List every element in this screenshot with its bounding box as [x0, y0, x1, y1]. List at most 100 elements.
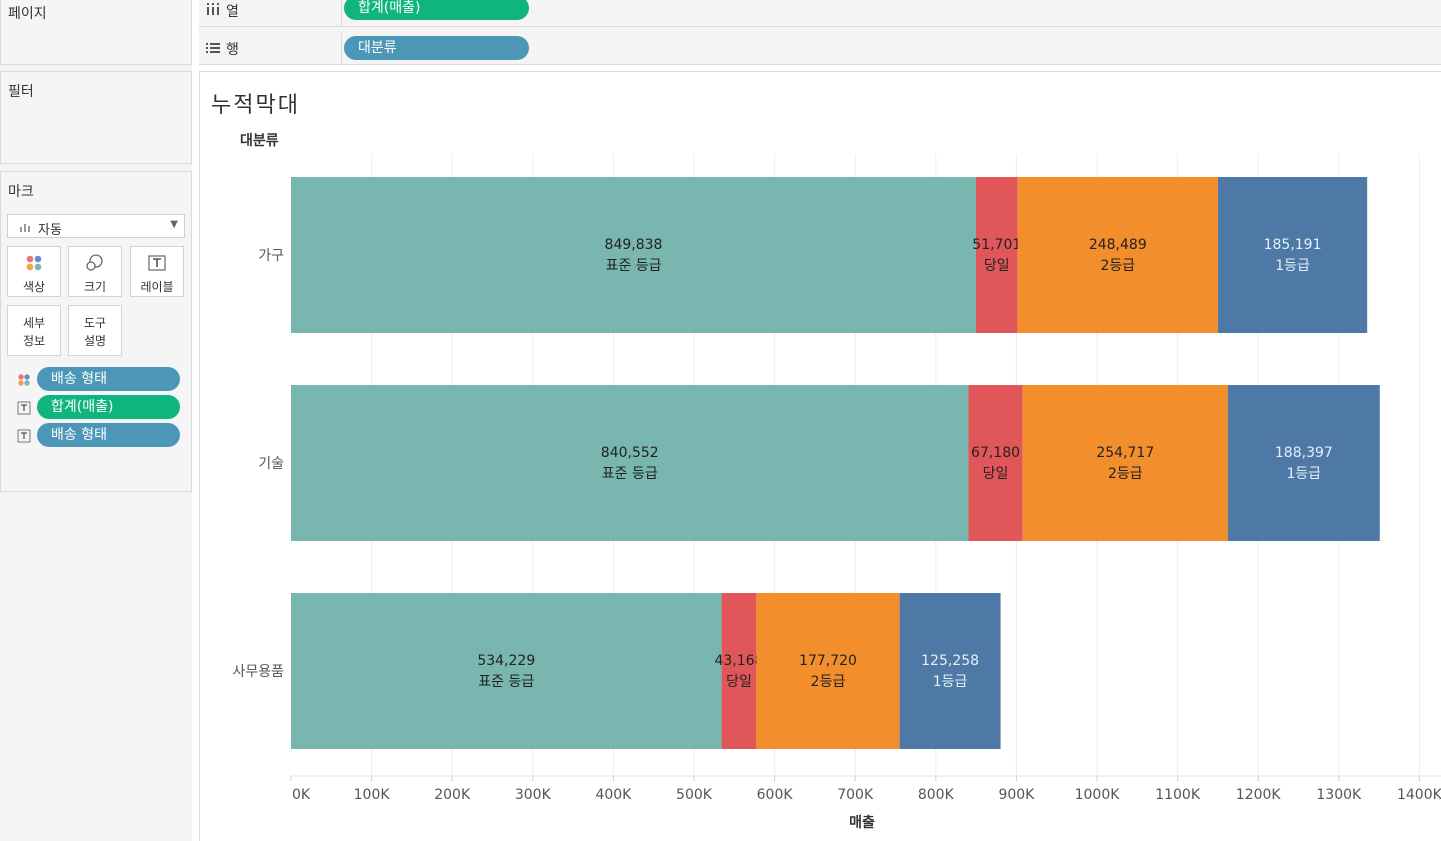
x-tick-label: 400K	[595, 787, 632, 803]
data-label-value: 188,397	[1275, 445, 1333, 461]
bar-segment[interactable]	[291, 385, 969, 541]
bar-segment[interactable]	[291, 593, 722, 749]
data-label-value: 534,229	[477, 653, 535, 669]
data-label-value: 51,701	[972, 237, 1021, 253]
color-button[interactable]: 색상	[7, 246, 61, 297]
text-label-icon	[17, 400, 31, 415]
data-label-series: 2등급	[1108, 466, 1143, 482]
x-tick-label: 1400K	[1397, 787, 1441, 803]
worksheet-view: 누적막대 대분류 0K 100K 200K 300K 400K 500K 600K 700K 80…	[199, 71, 1441, 841]
mark-field-label-shipping[interactable]: 배송 형태	[1, 423, 193, 447]
filters-card-title: 필터	[8, 84, 34, 100]
x-tick-label: 500K	[676, 787, 713, 803]
bar-segment[interactable]	[899, 593, 1001, 749]
chevron-down-icon: ▼	[170, 219, 178, 230]
x-tick-label: 600K	[757, 787, 794, 803]
rows-shelf[interactable]: 행 대분류	[199, 33, 1441, 65]
pages-card-title: 페이지	[8, 6, 47, 22]
data-label-series: 1등급	[1287, 466, 1322, 482]
data-label-value: 177,720	[799, 653, 857, 669]
category-label: 기술	[258, 456, 284, 472]
tooltip-button[interactable]: 도구 설명	[68, 305, 122, 356]
data-label-value: 254,717	[1096, 445, 1154, 461]
bar-segment[interactable]	[756, 593, 900, 749]
category-label: 가구	[258, 248, 284, 264]
data-label-series: 1등급	[1275, 258, 1310, 274]
columns-shelf-text: 열	[226, 4, 239, 20]
data-label-series: 표준 등급	[602, 466, 658, 482]
bar-segment[interactable]	[968, 385, 1023, 541]
x-tick-label: 1000K	[1075, 787, 1121, 803]
x-tick-label: 800K	[918, 787, 955, 803]
marks-card: 마크 자동 ▼ 색상 크기 레이블	[0, 171, 192, 492]
row-header: 대분류	[240, 133, 279, 149]
x-tick-label: 100K	[354, 787, 391, 803]
bar-chart-icon	[20, 221, 32, 236]
pill-sum-sales[interactable]: 합계(매출)	[37, 395, 180, 419]
mark-field-label-sales[interactable]: 합계(매출)	[1, 395, 193, 419]
bar-segment[interactable]	[721, 593, 757, 749]
data-label-value: 248,489	[1089, 237, 1147, 253]
bar-segment[interactable]	[1227, 385, 1380, 541]
tooltip-label-line2: 설명	[83, 334, 107, 348]
data-label-value: 840,552	[601, 445, 659, 461]
x-tick-label: 200K	[434, 787, 471, 803]
x-axis-title: 매출	[849, 814, 875, 831]
detail-label-line1: 세부	[22, 316, 46, 330]
shelves-area: 열 합계(매출) 행 대분류	[199, 0, 1441, 65]
category-label: 사무용품	[232, 664, 284, 680]
worksheet-title: 누적막대	[211, 93, 300, 118]
data-label-series: 2등급	[811, 674, 846, 690]
pill-columns-sum-sales[interactable]: 합계(매출)	[344, 0, 529, 20]
x-tick-label: 700K	[837, 787, 874, 803]
stacked-bar-chart: 대분류 0K 100K 200K 300K 400K 500K 600K 700K 800K 900…	[232, 133, 1441, 831]
x-tick-label: 1100K	[1155, 787, 1201, 803]
rows-icon	[206, 42, 220, 58]
bar-segment[interactable]	[1217, 177, 1368, 333]
data-label-series: 당일	[726, 674, 752, 690]
x-tick-label: 1200K	[1236, 787, 1282, 803]
columns-shelf[interactable]: 열 합계(매출)	[199, 0, 1441, 27]
mark-type-dropdown[interactable]: 자동 ▼	[7, 214, 185, 238]
pill-shipping-mode-label[interactable]: 배송 형태	[37, 423, 180, 447]
x-tick-label: 1300K	[1316, 787, 1362, 803]
marks-card-title: 마크	[8, 184, 34, 200]
label-button-label: 레이블	[140, 280, 174, 294]
data-label-value: 849,838	[605, 237, 663, 253]
bar-segment[interactable]	[975, 177, 1018, 333]
data-label-value: 185,191	[1264, 237, 1322, 253]
detail-button-label: 세부 정보	[8, 314, 60, 350]
columns-shelf-label: 열	[199, 0, 342, 26]
x-tick-label: 300K	[515, 787, 552, 803]
color-button-label: 색상	[22, 280, 46, 294]
bar-segment[interactable]	[291, 177, 976, 333]
rows-shelf-text: 행	[226, 42, 239, 58]
detail-button[interactable]: 세부 정보	[7, 305, 61, 356]
data-label-value: 43,168	[714, 653, 763, 669]
tooltip-button-label: 도구 설명	[69, 314, 121, 350]
pill-rows-category[interactable]: 대분류	[344, 36, 529, 60]
pages-card[interactable]: 페이지	[0, 0, 192, 65]
tooltip-label-line1: 도구	[83, 316, 107, 330]
text-label-icon	[131, 254, 183, 272]
rows-shelf-label: 행	[199, 33, 342, 64]
filters-card[interactable]: 필터	[0, 71, 192, 164]
side-panel: 페이지 필터 마크 자동 ▼ 색상 크기	[0, 0, 192, 841]
mark-field-color[interactable]: 배송 형태	[1, 367, 193, 391]
color-dots-icon	[17, 372, 31, 386]
bar-segment[interactable]	[1022, 385, 1228, 541]
pill-shipping-mode-color[interactable]: 배송 형태	[37, 367, 180, 391]
detail-label-line2: 정보	[22, 334, 46, 348]
size-circles-icon	[69, 254, 121, 272]
size-button-label: 크기	[83, 280, 107, 294]
data-label-series: 1등급	[933, 674, 968, 690]
label-button[interactable]: 레이블	[130, 246, 184, 297]
size-button[interactable]: 크기	[68, 246, 122, 297]
mark-type-value: 자동	[38, 223, 62, 238]
data-label-value: 125,258	[921, 653, 979, 669]
data-label-value: 67,180	[971, 445, 1020, 461]
x-tick-label: 900K	[998, 787, 1035, 803]
text-label-icon	[17, 428, 31, 443]
data-label-series: 표준 등급	[605, 258, 661, 274]
bar-segment[interactable]	[1017, 177, 1218, 333]
